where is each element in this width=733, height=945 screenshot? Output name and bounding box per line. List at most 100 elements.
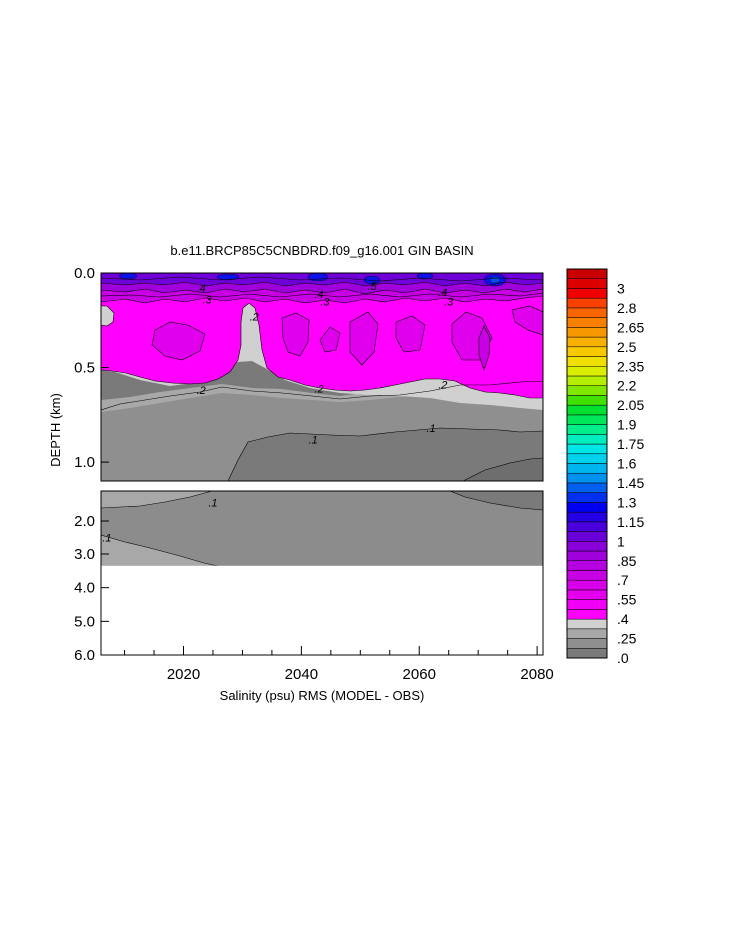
colorbar-label: 1 [617, 533, 625, 549]
colorbar-swatch [566, 618, 608, 630]
colorbar-swatch [566, 336, 608, 348]
colorbar-label: 1.3 [617, 494, 637, 510]
colorbar-label: .0 [617, 650, 629, 666]
colorbar-label: 2.2 [617, 378, 637, 394]
contour-label: .5 [367, 281, 377, 293]
colorbar-swatch [566, 472, 608, 484]
colorbar-swatch [566, 560, 608, 571]
colorbar-label: 2.35 [617, 358, 644, 374]
colorbar-swatch [566, 356, 608, 367]
contour-label: .2 [314, 383, 323, 395]
colorbar-swatch [566, 511, 608, 523]
contour-label: .1 [208, 498, 217, 510]
upper-contour-labels: .4.3.4.3.5.4.3.2.2.2.2.1.1 [197, 281, 455, 446]
colorbar-swatch [566, 609, 608, 620]
contour-label: .4 [438, 287, 447, 299]
contour-lines-upper [101, 276, 543, 481]
colorbar-swatch [566, 307, 608, 318]
x-tick-label: 2020 [167, 666, 200, 683]
colorbar-label: .85 [617, 553, 637, 569]
lower-lighter-wedge [101, 535, 222, 567]
plot-frames [100, 272, 544, 656]
lower-lighter-band-left [101, 491, 212, 508]
colorbar-label: 3 [617, 280, 625, 296]
colorbar-swatch [566, 531, 608, 542]
colorbar-frame [566, 268, 608, 659]
contour-lines-lower [101, 491, 543, 568]
colorbar-swatch [566, 385, 608, 396]
colorbar-swatch [566, 346, 608, 357]
colorbar-swatch [566, 463, 608, 474]
colorbar-swatch [566, 570, 608, 581]
pocket-3 [319, 326, 341, 353]
colorbar-label: 2.8 [617, 300, 637, 316]
colorbar-swatch [566, 268, 608, 279]
lower-panel [101, 491, 543, 655]
colorbar-label: 1.9 [617, 417, 637, 433]
lower-contour-labels: .1 .1 [102, 498, 217, 545]
colorbar-label: 1.75 [617, 436, 644, 452]
y-tick-label: 2.0 [74, 513, 95, 530]
contour-label: .3 [202, 294, 212, 306]
pocket-2 [281, 312, 310, 357]
contour-label: .1 [426, 423, 435, 435]
y-axis-label: DEPTH (km) [48, 393, 63, 467]
contour-label: .2 [197, 385, 206, 397]
colorbar-swatch [566, 628, 608, 639]
colorbar-swatch [566, 502, 608, 513]
patch-upper-left [101, 306, 114, 326]
contour-label: .4 [314, 289, 323, 301]
contour-label: .3 [320, 296, 330, 308]
pocket-1 [151, 321, 206, 361]
x-tick-label: 2040 [285, 666, 318, 683]
colorbar-swatch [566, 404, 608, 416]
x-axis-label: Salinity (psu) RMS (MODEL - OBS) [220, 688, 425, 703]
x-tick-label: 2060 [403, 666, 436, 683]
y-tick-label: 0.0 [74, 265, 95, 282]
colorbar-swatch [566, 434, 608, 445]
x-tick-label: 2080 [520, 666, 553, 683]
colorbar-label: .25 [617, 631, 637, 647]
lens-2070 [478, 325, 491, 371]
pocket-5 [395, 315, 426, 353]
level-0.0-region [463, 458, 543, 481]
level-0.25 [101, 273, 543, 398]
colorbar-swatch [566, 395, 608, 406]
y-tick-label: 3.0 [74, 546, 95, 563]
y-tick-label: 0.5 [74, 360, 95, 377]
contour-label: .4 [197, 283, 206, 295]
colorbar-label: .7 [617, 572, 629, 588]
colorbar-swatch [566, 550, 608, 562]
y-tick-label: 5.0 [74, 613, 95, 630]
contour-label: .2 [250, 311, 259, 323]
colorbar-label: 2.05 [617, 397, 644, 413]
colorbar-swatch [566, 579, 608, 591]
colorbar-label: 2.5 [617, 339, 637, 355]
colorbar-swatch [566, 521, 608, 532]
colorbar: 3 2.8 2.65 2.5 2.35 2.2 2.05 1.9 1.75 1.6 1.45 1.3 1… [566, 268, 644, 666]
pocket-7 [511, 305, 543, 336]
level-0.05-region [228, 428, 543, 481]
y-tick-label: 1.0 [74, 454, 95, 471]
colorbar-label: .4 [617, 611, 629, 627]
colorbar-swatch [566, 648, 608, 659]
x-axis: 2020 2040 2060 2080 [124, 646, 554, 683]
colorbar-label: .55 [617, 592, 637, 608]
no-data-region [101, 565, 543, 655]
contour-label: .3 [444, 296, 454, 308]
y-tick-label: 4.0 [74, 580, 95, 597]
contour-label: .2 [438, 380, 447, 392]
colorbar-swatch [566, 288, 608, 299]
colorbar-swatch [566, 375, 608, 386]
y-axis-lower: 2.0 3.0 4.0 5.0 6.0 [74, 513, 109, 664]
colorbar-swatch [566, 297, 608, 309]
colorbar-swatch [566, 278, 608, 289]
colorbar-swatch [566, 453, 608, 464]
colorbar-swatch [566, 541, 608, 552]
chart-title: b.e11.BRCP85C5CNBDRD.f09_g16.001 GIN BAS… [170, 243, 473, 258]
colorbar-swatch [566, 317, 608, 328]
colorbar-swatch [566, 327, 608, 338]
upper-panel [101, 273, 543, 481]
colorbar-swatch [566, 424, 608, 435]
